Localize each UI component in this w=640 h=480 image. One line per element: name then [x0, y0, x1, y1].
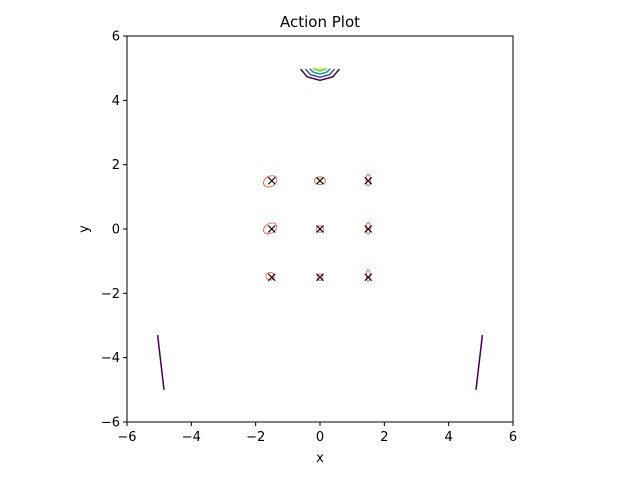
y-axis-label: y: [77, 225, 92, 233]
x-marker-7: [316, 273, 324, 282]
x-marker-stroke: [267, 225, 276, 233]
x-tick-label: 2: [380, 430, 388, 445]
x-tick-label: −4: [182, 430, 201, 445]
x-tick-label: 4: [445, 430, 453, 445]
contour-line-5: [156, 335, 165, 390]
y-tick-label: 0: [112, 223, 120, 238]
x-axis: −6 −4 −2 0 2 4 6: [117, 422, 517, 445]
x-marker-8: [364, 273, 373, 282]
y-tick-label: −4: [101, 351, 120, 366]
ellipses-layer: [262, 173, 372, 282]
x-marker-6: [267, 273, 276, 282]
x-marker-5: [364, 225, 373, 233]
x-tick-label: −6: [117, 430, 136, 445]
x-marker-stroke: [316, 273, 324, 282]
markers-layer: [267, 176, 373, 282]
uncertainty-ellipse-3: [263, 222, 278, 235]
x-marker-1: [316, 176, 324, 185]
contour-line-1: [304, 68, 336, 78]
y-tick-label: 2: [112, 158, 120, 173]
x-tick-label: −2: [246, 430, 265, 445]
contour-line-3: [313, 67, 327, 72]
uncertainty-ellipse-5: [365, 222, 372, 235]
contour-line-2: [309, 68, 331, 75]
y-axis: −6 −4 −2 0 2 4 6: [101, 30, 127, 431]
x-marker-stroke: [364, 273, 373, 282]
x-marker-0: [267, 176, 276, 185]
uncertainty-ellipse-1: [314, 176, 326, 186]
x-marker-stroke: [316, 176, 324, 185]
uncertainty-ellipse-2: [365, 173, 372, 187]
x-marker-3: [267, 225, 276, 233]
y-tick-label: 6: [112, 30, 120, 45]
x-marker-stroke: [364, 225, 373, 233]
uncertainty-ellipse-4: [315, 225, 325, 233]
contour-line-0: [300, 68, 340, 82]
x-marker-stroke: [316, 225, 324, 233]
contour-line-4: [317, 67, 323, 70]
y-tick-label: −6: [101, 416, 120, 431]
x-marker-stroke: [364, 176, 373, 185]
uncertainty-ellipse-6: [265, 271, 275, 281]
contour-line-6: [475, 335, 484, 390]
y-tick-label: 4: [112, 94, 120, 109]
x-marker-stroke: [267, 176, 276, 185]
x-tick-label: 6: [509, 430, 517, 445]
uncertainty-ellipse-0: [262, 175, 278, 188]
chart-title: Action Plot: [280, 13, 360, 31]
y-tick-label: −2: [101, 287, 120, 302]
x-marker-2: [364, 176, 373, 185]
x-axis-label: x: [316, 451, 324, 466]
x-marker-stroke: [267, 273, 276, 282]
contours-layer: [156, 67, 484, 390]
x-tick-label: 0: [316, 430, 324, 445]
x-marker-4: [316, 225, 324, 233]
uncertainty-ellipse-7: [316, 273, 324, 281]
